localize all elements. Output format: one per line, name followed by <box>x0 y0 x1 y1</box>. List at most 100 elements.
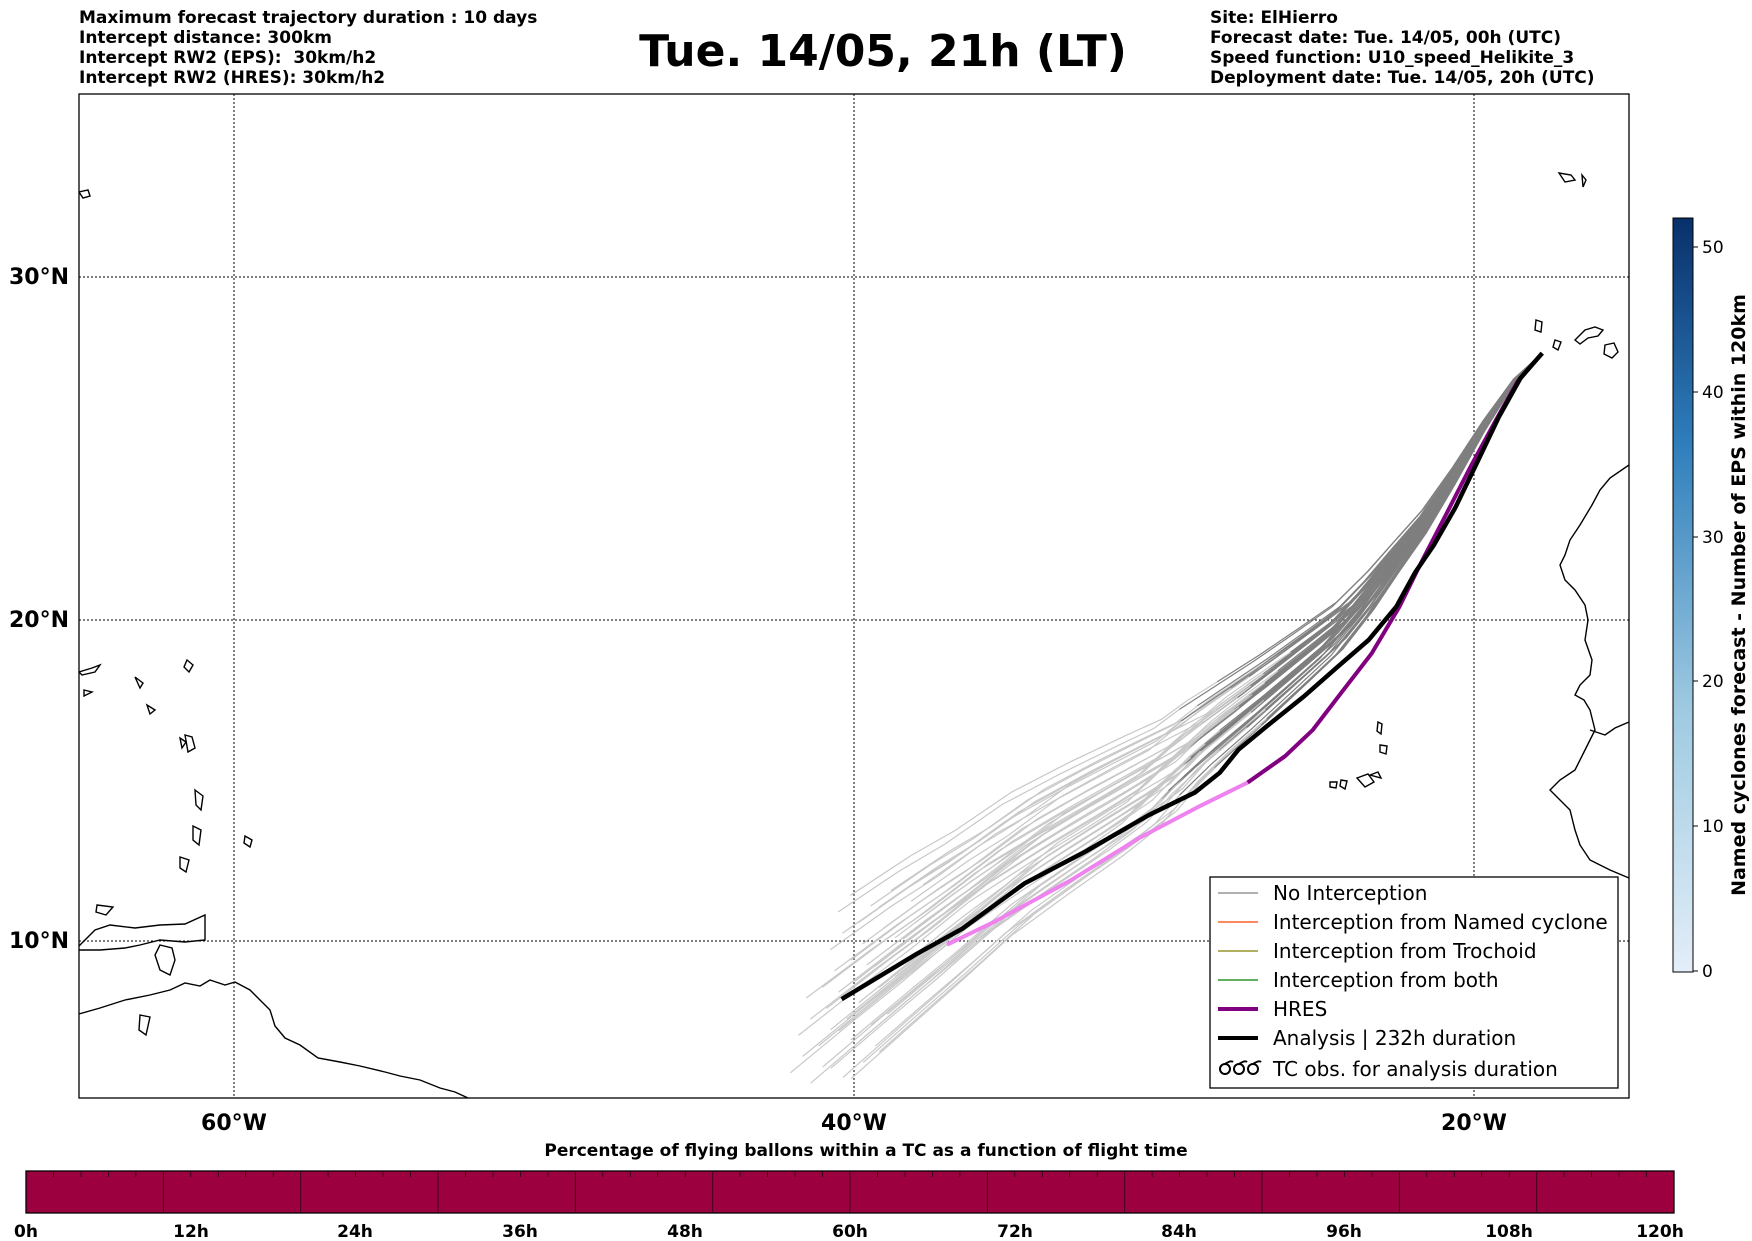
eps-track-late <box>862 724 1262 1063</box>
caribbean-island-8 <box>95 904 115 916</box>
legend-item-analysis: Analysis | 232h duration <box>1218 1026 1516 1050</box>
eps-track-late <box>922 651 1291 886</box>
speed-function-text: Speed function: U10_speed_Helikite_3 <box>1210 48 1575 68</box>
coastlines <box>79 172 1629 1098</box>
eps-track-late <box>810 798 1162 1084</box>
forecast-settings-info: Maximum forecast trajectory duration : 1… <box>79 8 537 88</box>
madeira-island <box>1557 172 1577 183</box>
legend-item-tc-obs: TC obs. for analysis duration <box>1219 1057 1558 1081</box>
eps-ensemble-tracks <box>790 352 1543 1084</box>
eps-track-early <box>1216 352 1543 683</box>
cb-tick-30: 30 <box>1702 528 1724 548</box>
gambia-coast-detail <box>1589 721 1629 736</box>
lon-label-60: 60°W <box>201 1111 267 1136</box>
cape-verde-island-2 <box>1379 744 1388 755</box>
venezuela-coast-detail <box>79 913 206 951</box>
canary-island-4 <box>1552 339 1562 352</box>
south-america-coast <box>79 979 469 1098</box>
bottom-colorbar-label: Percentage of flying ballons within a TC… <box>544 1141 1187 1161</box>
lat-label-20: 20°N <box>9 608 69 633</box>
page-title: Tue. 14/05, 21h (LT) <box>639 26 1127 77</box>
caribbean-island-12 <box>134 676 144 690</box>
legend-label-trochoid: Interception from Trochoid <box>1273 939 1537 963</box>
lat-label-10: 10°N <box>9 929 69 954</box>
right-colorbar-gradient <box>1672 217 1694 973</box>
caribbean-island-7 <box>178 736 187 750</box>
bottom-colorbar: Percentage of flying ballons within a TC… <box>14 1141 1684 1241</box>
legend-label-analysis: Analysis | 232h duration <box>1273 1026 1516 1050</box>
cb-tick-0: 0 <box>1702 962 1713 982</box>
cape-verde-island-6 <box>1367 771 1383 780</box>
eps-track-late <box>890 654 1277 892</box>
caribbean-island-5 <box>179 856 190 874</box>
bcb-label-84h: 84h <box>1161 1222 1197 1241</box>
eps-track-late <box>837 708 1180 913</box>
caribbean-island-13 <box>145 703 157 716</box>
madeira-islet <box>1581 172 1587 188</box>
intercept-eps-text: Intercept RW2 (EPS): 30km/h2 <box>79 48 377 68</box>
caribbean-island-10 <box>79 663 102 676</box>
cb-tick-40: 40 <box>1702 383 1724 403</box>
right-colorbar: 0 10 20 30 40 50 Named cyclones forecast… <box>1672 217 1750 982</box>
legend-item-trochoid: Interception from Trochoid <box>1218 939 1537 963</box>
longitude-labels: 60°W 40°W 20°W <box>201 1111 1507 1136</box>
caribbean-island-6 <box>243 834 253 849</box>
bottom-colorbar-ticks <box>53 1171 1647 1213</box>
eps-track-late <box>870 705 1198 907</box>
bcb-label-36h: 36h <box>502 1222 538 1241</box>
legend-box <box>1209 876 1619 1089</box>
bcb-label-72h: 72h <box>997 1222 1033 1241</box>
cb-tick-20: 20 <box>1702 672 1724 692</box>
site-text: Site: ElHierro <box>1210 8 1338 28</box>
lon-label-40: 40°W <box>821 1111 887 1136</box>
eps-track-late <box>850 681 1218 896</box>
cape-verde-island-3 <box>1329 781 1338 789</box>
eps-track-late <box>838 694 1253 993</box>
lat-label-30: 30°N <box>9 265 69 290</box>
canary-island-1 <box>1573 326 1605 345</box>
bcb-label-12h: 12h <box>173 1222 209 1241</box>
bcb-label-0h: 0h <box>14 1222 38 1241</box>
right-colorbar-label: Named cyclones forecast - Number of EPS … <box>1728 294 1750 896</box>
site-info: Site: ElHierro Forecast date: Tue. 14/05… <box>1210 8 1595 88</box>
legend-item-named-cyclone: Interception from Named cyclone <box>1218 910 1608 934</box>
eps-track-late <box>810 706 1240 1020</box>
intercept-distance-text: Intercept distance: 300km <box>79 28 332 48</box>
bcb-label-120h: 120h <box>1636 1222 1684 1241</box>
africa-west-coast <box>1549 464 1629 879</box>
eps-track-late <box>842 720 1182 934</box>
caribbean-island-2 <box>184 734 196 754</box>
forecast-date-text: Forecast date: Tue. 14/05, 00h (UTC) <box>1210 28 1561 48</box>
bcb-label-48h: 48h <box>667 1222 703 1241</box>
trinidad-island <box>154 944 176 976</box>
eps-track-early <box>1238 352 1543 708</box>
lon-label-20: 20°W <box>1441 1111 1507 1136</box>
caribbean-island-4 <box>192 824 202 847</box>
caribbean-island-9 <box>138 1014 151 1037</box>
max-duration-text: Maximum forecast trajectory duration : 1… <box>79 8 538 28</box>
eps-track-late <box>790 763 1185 1074</box>
caribbean-island-3 <box>194 788 204 812</box>
cb-tick-10: 10 <box>1702 817 1724 837</box>
eps-track-late <box>805 697 1239 999</box>
bcb-label-108h: 108h <box>1485 1222 1533 1241</box>
legend-label-tc-obs: TC obs. for analysis duration <box>1272 1057 1558 1081</box>
eps-track-early <box>1180 352 1543 722</box>
legend-label-hres: HRES <box>1273 997 1327 1021</box>
bcb-label-24h: 24h <box>337 1222 373 1241</box>
canary-island-3 <box>1534 319 1543 333</box>
canary-island-2 <box>1603 342 1619 359</box>
eps-track-late <box>798 746 1190 1036</box>
caribbean-island-1 <box>183 658 194 674</box>
latitude-labels: 30°N 20°N 10°N <box>9 265 69 954</box>
cape-verde-island-4 <box>1339 779 1348 791</box>
caribbean-island-11 <box>83 689 95 698</box>
eps-track-late <box>862 673 1264 945</box>
eps-track-late <box>866 682 1266 966</box>
legend-item-hres: HRES <box>1218 997 1327 1021</box>
eps-track-late <box>834 685 1251 972</box>
bcb-label-96h: 96h <box>1326 1222 1362 1241</box>
bcb-label-60h: 60h <box>832 1222 868 1241</box>
deployment-date-text: Deployment date: Tue. 14/05, 20h (UTC) <box>1210 68 1595 88</box>
legend-label-no-interception: No Interception <box>1273 881 1427 905</box>
